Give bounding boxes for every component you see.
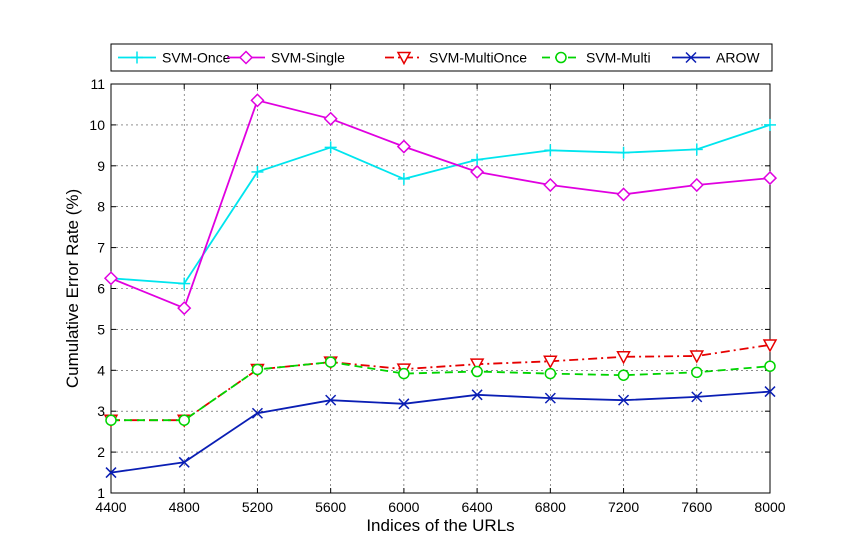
series-line-svm-single bbox=[110, 99, 771, 310]
legend-entry-svm-single: SVM-Single bbox=[227, 50, 345, 66]
data-point-svm-multi bbox=[178, 414, 190, 426]
y-tick-label: 6 bbox=[97, 281, 105, 297]
data-point-svm-once bbox=[251, 165, 264, 178]
series-svm-single bbox=[103, 93, 778, 316]
data-point-svm-single bbox=[616, 187, 631, 202]
series-svm-multionce bbox=[103, 339, 778, 428]
legend-label-svm-multionce: SVM-MultiOnce bbox=[429, 50, 527, 66]
series-svm-once bbox=[105, 118, 776, 290]
axis-ticks: 4400 4800 5200 5600 6000 6400 6800 7200 7600 8000… bbox=[89, 76, 785, 515]
x-tick-label: 6400 bbox=[462, 499, 493, 515]
data-point-svm-multi bbox=[764, 360, 776, 372]
legend-entry-arow: AROW bbox=[672, 50, 760, 66]
data-point-svm-multi bbox=[691, 366, 703, 379]
data-point-svm-multi bbox=[471, 365, 483, 378]
data-point-svm-once bbox=[544, 144, 557, 157]
y-tick-label: 8 bbox=[97, 199, 105, 215]
y-tick-label: 1 bbox=[97, 485, 105, 501]
series-line-svm-multionce bbox=[111, 344, 771, 422]
data-point-svm-multionce bbox=[543, 355, 558, 369]
x-tick-label: 6800 bbox=[535, 499, 566, 515]
data-point-svm-once bbox=[324, 141, 337, 154]
x-tick-label: 6000 bbox=[388, 499, 419, 515]
data-point-svm-multionce bbox=[689, 350, 705, 364]
data-point-svm-once bbox=[178, 277, 191, 290]
series-line-svm-once bbox=[110, 124, 771, 285]
y-axis-title: Cumulative Error Rate (%) bbox=[63, 189, 82, 388]
data-point-svm-single bbox=[323, 111, 338, 126]
legend-entry-svm-multionce: SVM-MultiOnce bbox=[385, 50, 527, 66]
series-layer bbox=[103, 93, 778, 479]
data-point-arow bbox=[544, 392, 556, 404]
y-tick-label: 2 bbox=[97, 444, 105, 460]
legend-marker-svm-once bbox=[131, 51, 143, 64]
legend-marker-svm-multionce bbox=[396, 51, 412, 66]
data-point-svm-single bbox=[762, 171, 778, 186]
legend-label-arow: AROW bbox=[716, 50, 760, 66]
legend-marker-arow bbox=[685, 51, 697, 64]
series-line-arow bbox=[110, 390, 771, 474]
data-point-arow bbox=[251, 407, 263, 419]
x-tick-label: 4800 bbox=[169, 499, 200, 515]
y-tick-label: 7 bbox=[97, 240, 105, 256]
data-point-arow bbox=[471, 389, 483, 401]
data-point-svm-single bbox=[470, 164, 485, 179]
grid-lines bbox=[111, 84, 770, 493]
data-point-svm-multi bbox=[544, 367, 557, 380]
y-tick-label: 4 bbox=[97, 362, 105, 378]
y-tick-label: 5 bbox=[97, 321, 105, 337]
data-point-svm-multi bbox=[251, 363, 264, 376]
y-tick-label: 3 bbox=[97, 403, 105, 419]
y-tick-label: 11 bbox=[90, 76, 105, 92]
legend-label-svm-single: SVM-Single bbox=[271, 50, 345, 66]
series-svm-multi bbox=[105, 356, 776, 426]
data-point-arow bbox=[691, 391, 703, 403]
data-point-svm-multi bbox=[398, 367, 410, 380]
data-point-arow bbox=[105, 467, 117, 479]
data-point-svm-single bbox=[689, 177, 704, 193]
data-point-arow bbox=[618, 394, 630, 406]
series-arow bbox=[105, 386, 776, 479]
data-point-svm-once bbox=[764, 118, 776, 131]
data-point-arow bbox=[764, 386, 776, 398]
legend-entry-svm-once: SVM-Once bbox=[118, 50, 231, 66]
data-point-svm-multionce bbox=[469, 358, 485, 372]
y-tick-label: 9 bbox=[97, 158, 105, 174]
data-point-svm-multi bbox=[324, 356, 337, 368]
data-point-svm-once bbox=[690, 143, 703, 156]
data-point-svm-single bbox=[396, 139, 411, 154]
data-point-svm-once bbox=[617, 146, 630, 159]
x-tick-label: 4400 bbox=[95, 499, 126, 515]
x-tick-label: 7200 bbox=[608, 499, 639, 515]
legend-box bbox=[110, 43, 773, 72]
x-axis-title: Indices of the URLs bbox=[366, 516, 514, 535]
data-point-svm-single bbox=[250, 93, 265, 108]
legend: SVM-Once SVM-Single SVM-MultiOnce SVM-Multi… bbox=[110, 43, 773, 72]
x-tick-label: 7600 bbox=[681, 499, 712, 515]
x-tick-label: 5200 bbox=[242, 499, 273, 515]
x-tick-label: 5600 bbox=[315, 499, 346, 515]
y-tick-label: 10 bbox=[89, 117, 105, 133]
legend-label-svm-once: SVM-Once bbox=[162, 50, 231, 66]
data-point-svm-once bbox=[471, 153, 484, 166]
data-point-svm-once bbox=[397, 172, 410, 185]
data-point-svm-single bbox=[177, 301, 192, 316]
legend-entry-svm-multi: SVM-Multi bbox=[542, 50, 651, 66]
data-point-svm-multionce bbox=[762, 339, 778, 353]
data-point-arow bbox=[178, 456, 190, 468]
legend-label-svm-multi: SVM-Multi bbox=[586, 50, 651, 66]
data-point-svm-single bbox=[103, 271, 119, 286]
data-point-svm-single bbox=[543, 177, 558, 193]
data-point-svm-multi bbox=[617, 369, 630, 381]
x-tick-label: 8000 bbox=[754, 499, 785, 515]
data-point-arow bbox=[325, 394, 337, 406]
data-point-svm-multi bbox=[105, 414, 117, 426]
series-line-svm-multi bbox=[111, 361, 771, 422]
legend-marker-svm-multi bbox=[555, 51, 567, 64]
data-point-svm-multionce bbox=[616, 351, 631, 365]
data-point-arow bbox=[398, 398, 410, 410]
legend-marker-svm-single bbox=[238, 50, 254, 65]
